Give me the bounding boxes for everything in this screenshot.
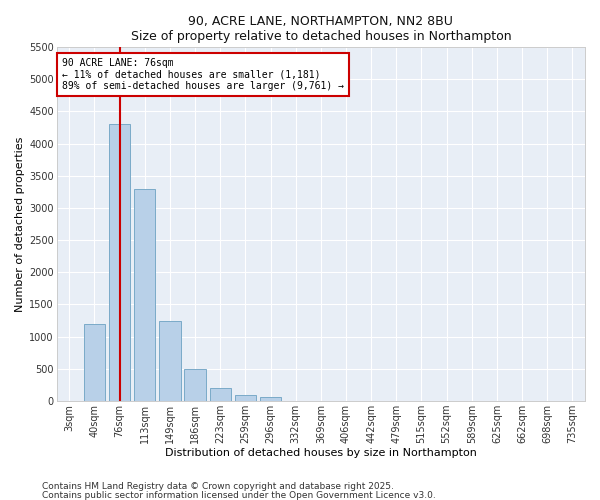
Bar	[235, 394, 256, 401]
Text: Contains HM Land Registry data © Crown copyright and database right 2025.: Contains HM Land Registry data © Crown c…	[42, 482, 394, 491]
Bar	[84, 324, 105, 401]
Title: 90, ACRE LANE, NORTHAMPTON, NN2 8BU
Size of property relative to detached houses: 90, ACRE LANE, NORTHAMPTON, NN2 8BU Size…	[131, 15, 511, 43]
Text: 90 ACRE LANE: 76sqm
← 11% of detached houses are smaller (1,181)
89% of semi-det: 90 ACRE LANE: 76sqm ← 11% of detached ho…	[62, 58, 344, 91]
Bar	[159, 320, 181, 401]
Bar	[184, 369, 206, 401]
X-axis label: Distribution of detached houses by size in Northampton: Distribution of detached houses by size …	[165, 448, 477, 458]
Bar	[109, 124, 130, 401]
Bar	[260, 396, 281, 401]
Bar	[134, 188, 155, 401]
Text: Contains public sector information licensed under the Open Government Licence v3: Contains public sector information licen…	[42, 490, 436, 500]
Y-axis label: Number of detached properties: Number of detached properties	[15, 136, 25, 312]
Bar	[209, 388, 231, 401]
